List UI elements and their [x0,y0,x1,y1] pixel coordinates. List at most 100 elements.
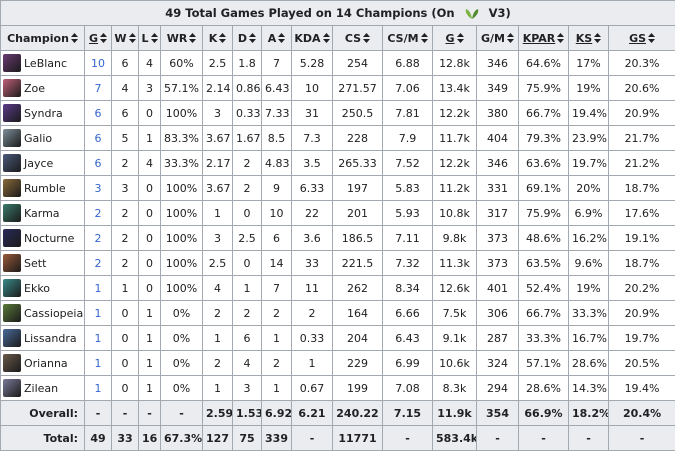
column-header-g-m-12[interactable]: G/M [477,26,519,51]
champion-cell[interactable]: LeBlanc [1,51,85,76]
sort-icon[interactable] [594,33,601,45]
champion-cell[interactable]: Karma [1,201,85,226]
cell-gold: 9.1k [433,326,477,351]
champion-name[interactable]: Karma [24,207,60,220]
champion-name[interactable]: LeBlanc [24,57,67,70]
sort-icon[interactable] [151,33,158,45]
champion-cell[interactable]: Orianna [1,351,85,376]
cell-g[interactable]: 1 [85,276,112,301]
champion-portrait-icon[interactable] [3,179,21,197]
champion-portrait-icon[interactable] [3,229,21,247]
column-header-a-7[interactable]: A [262,26,292,51]
sort-icon[interactable] [189,33,196,45]
cell-g[interactable]: 1 [85,351,112,376]
champion-portrait-icon[interactable] [3,54,21,72]
champion-cell[interactable]: Cassiopeia [1,301,85,326]
sort-icon[interactable] [557,33,564,45]
sort-icon[interactable] [219,33,226,45]
champion-cell[interactable]: Zoe [1,76,85,101]
sort-icon[interactable] [278,33,285,45]
cell-g[interactable]: 2 [85,251,112,276]
column-header-wr-4[interactable]: WR [161,26,203,51]
sort-icon[interactable] [648,33,655,45]
column-header-w-2[interactable]: W [112,26,139,51]
sort-icon[interactable] [421,33,428,45]
sort-icon[interactable] [507,33,514,45]
champion-portrait-icon[interactable] [3,79,21,97]
champion-cell[interactable]: Jayce [1,151,85,176]
cell-kda: 7.3 [292,126,333,151]
cell-g[interactable]: 1 [85,326,112,351]
column-header-g-11[interactable]: G [433,26,477,51]
champion-portrait-icon[interactable] [3,129,21,147]
cell-kpar: 79.3% [519,126,569,151]
column-header-cs-m-10[interactable]: CS/M [383,26,433,51]
column-header-k-5[interactable]: K [203,26,233,51]
champion-name[interactable]: Cassiopeia [24,307,83,320]
champion-cell[interactable]: Ekko [1,276,85,301]
champion-portrait-icon[interactable] [3,304,21,322]
champion-name[interactable]: Nocturne [24,232,74,245]
cell-g[interactable]: 3 [85,176,112,201]
cell-g[interactable]: 7 [85,76,112,101]
champion-name[interactable]: Ekko [24,282,50,295]
sort-icon[interactable] [100,33,107,45]
sort-icon[interactable] [457,33,464,45]
cell-gm: 404 [477,126,519,151]
champion-cell[interactable]: Rumble [1,176,85,201]
cell-csm: 5.93 [383,201,433,226]
cell-g[interactable]: 2 [85,226,112,251]
sort-icon[interactable] [363,33,370,45]
cell-w: 5 [112,126,139,151]
champion-name[interactable]: Syndra [24,107,63,120]
cell-g[interactable]: 2 [85,201,112,226]
champion-name[interactable]: Galio [24,132,52,145]
champion-name[interactable]: Zilean [24,382,58,395]
champion-name[interactable]: Sett [24,257,46,270]
sort-icon[interactable] [129,33,136,45]
sort-icon[interactable] [323,33,330,45]
cell-ks: 19.4% [569,101,609,126]
column-header-l-3[interactable]: L [139,26,161,51]
cell-g[interactable]: 6 [85,151,112,176]
champion-cell[interactable]: Syndra [1,101,85,126]
cell-g[interactable]: 10 [85,51,112,76]
champion-cell[interactable]: Lissandra [1,326,85,351]
column-header-cs-9[interactable]: CS [333,26,383,51]
cell-g[interactable]: 6 [85,126,112,151]
cell-g[interactable]: 1 [85,376,112,401]
champion-name[interactable]: Lissandra [24,332,77,345]
cell-g[interactable]: 1 [85,301,112,326]
champion-cell[interactable]: Zilean [1,376,85,401]
cell-w: 6 [112,51,139,76]
champion-name[interactable]: Zoe [24,82,45,95]
champion-portrait-icon[interactable] [3,379,21,397]
champion-name[interactable]: Jayce [24,157,53,170]
column-header-kda-8[interactable]: KDA [292,26,333,51]
champion-portrait-icon[interactable] [3,154,21,172]
champion-cell[interactable]: Sett [1,251,85,276]
champion-portrait-icon[interactable] [3,204,21,222]
column-header-ks-14[interactable]: KS [569,26,609,51]
column-header-kpar-13[interactable]: KPAR [519,26,569,51]
champion-portrait-icon[interactable] [3,254,21,272]
sort-icon[interactable] [71,33,78,45]
champion-portrait-icon[interactable] [3,354,21,372]
column-header-gs-15[interactable]: GS [609,26,675,51]
champion-portrait-icon[interactable] [3,279,21,297]
cell-g[interactable]: 6 [85,101,112,126]
column-header-d-6[interactable]: D [233,26,262,51]
champion-portrait-icon[interactable] [3,329,21,347]
cell-gm: 331 [477,176,519,201]
column-header-champion-0[interactable]: Champion [1,26,85,51]
champion-cell[interactable]: Nocturne [1,226,85,251]
sort-icon[interactable] [249,33,256,45]
column-header-g-1[interactable]: G [85,26,112,51]
champion-cell[interactable]: Galio [1,126,85,151]
cell-gold: 11.3k [433,251,477,276]
champion-name[interactable]: Rumble [24,182,66,195]
champion-name[interactable]: Orianna [24,357,68,370]
champion-portrait-icon[interactable] [3,104,21,122]
